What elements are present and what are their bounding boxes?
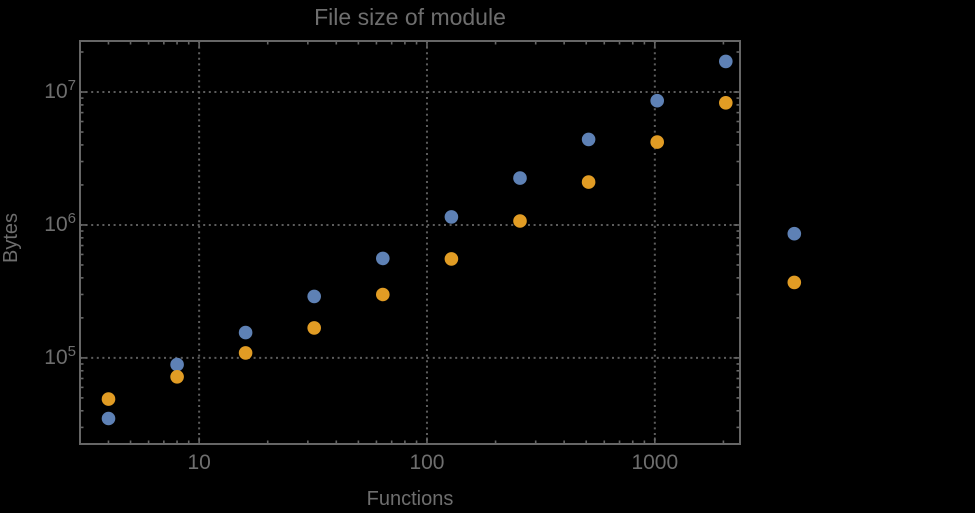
data-point-orange bbox=[719, 96, 733, 110]
y-tick-mantissa: 10 bbox=[44, 345, 68, 369]
x-tick-label: 10 bbox=[187, 451, 211, 474]
data-point-orange bbox=[787, 275, 802, 290]
data-point-blue bbox=[719, 54, 733, 69]
data-point-blue bbox=[444, 210, 459, 224]
data-point-blue bbox=[650, 93, 664, 108]
data-point-orange bbox=[513, 214, 527, 228]
data-point-orange bbox=[101, 392, 116, 406]
y-tick-exponent: 5 bbox=[67, 342, 76, 360]
y-tick-mantissa: 10 bbox=[44, 80, 68, 104]
data-point-orange bbox=[238, 346, 253, 360]
data-point-blue bbox=[513, 171, 527, 185]
data-point-orange bbox=[307, 321, 322, 335]
data-point-blue bbox=[101, 411, 116, 426]
data-point-orange bbox=[444, 252, 459, 266]
x-tick-label: 1000 bbox=[631, 451, 679, 474]
y-tick-label: 106 bbox=[0, 209, 76, 238]
y-tick-label: 107 bbox=[0, 77, 76, 105]
data-point-blue bbox=[376, 251, 390, 266]
y-tick-label: 105 bbox=[0, 342, 76, 371]
data-point-orange bbox=[376, 287, 390, 302]
y-tick-exponent: 7 bbox=[67, 77, 76, 95]
data-point-blue bbox=[170, 357, 184, 372]
y-tick-exponent: 6 bbox=[67, 209, 76, 227]
x-axis-label: Functions bbox=[366, 488, 454, 510]
data-point-blue bbox=[307, 289, 322, 304]
y-axis-label: Bytes bbox=[0, 212, 22, 264]
data-point-blue bbox=[238, 325, 253, 340]
data-point-blue bbox=[581, 132, 596, 147]
y-tick-mantissa: 10 bbox=[44, 212, 68, 236]
plot-frame bbox=[79, 40, 741, 445]
data-point-orange bbox=[581, 175, 596, 189]
data-point-blue bbox=[787, 226, 802, 241]
x-tick-label: 100 bbox=[409, 451, 445, 474]
data-point-orange bbox=[650, 135, 664, 149]
data-point-orange bbox=[170, 370, 184, 384]
chart-title: File size of module bbox=[314, 4, 506, 30]
